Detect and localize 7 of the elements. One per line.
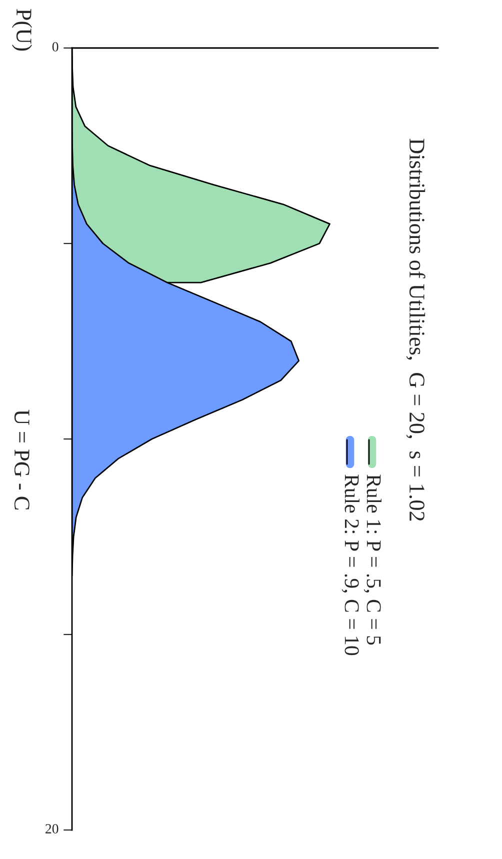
legend-label: Rule 2: P = .9, C = 10 xyxy=(342,474,360,656)
y-tick-label: 20 xyxy=(46,824,58,834)
legend-label: Rule 1: P = .5, C = 5 xyxy=(364,474,382,645)
text: Distributions of Utilities, G = 20, s = 1.02 xyxy=(406,138,426,521)
y-axis-title: U = PG - C xyxy=(14,410,30,510)
y-tick-label: 0 xyxy=(52,42,58,52)
text: P(U) xyxy=(12,9,32,51)
